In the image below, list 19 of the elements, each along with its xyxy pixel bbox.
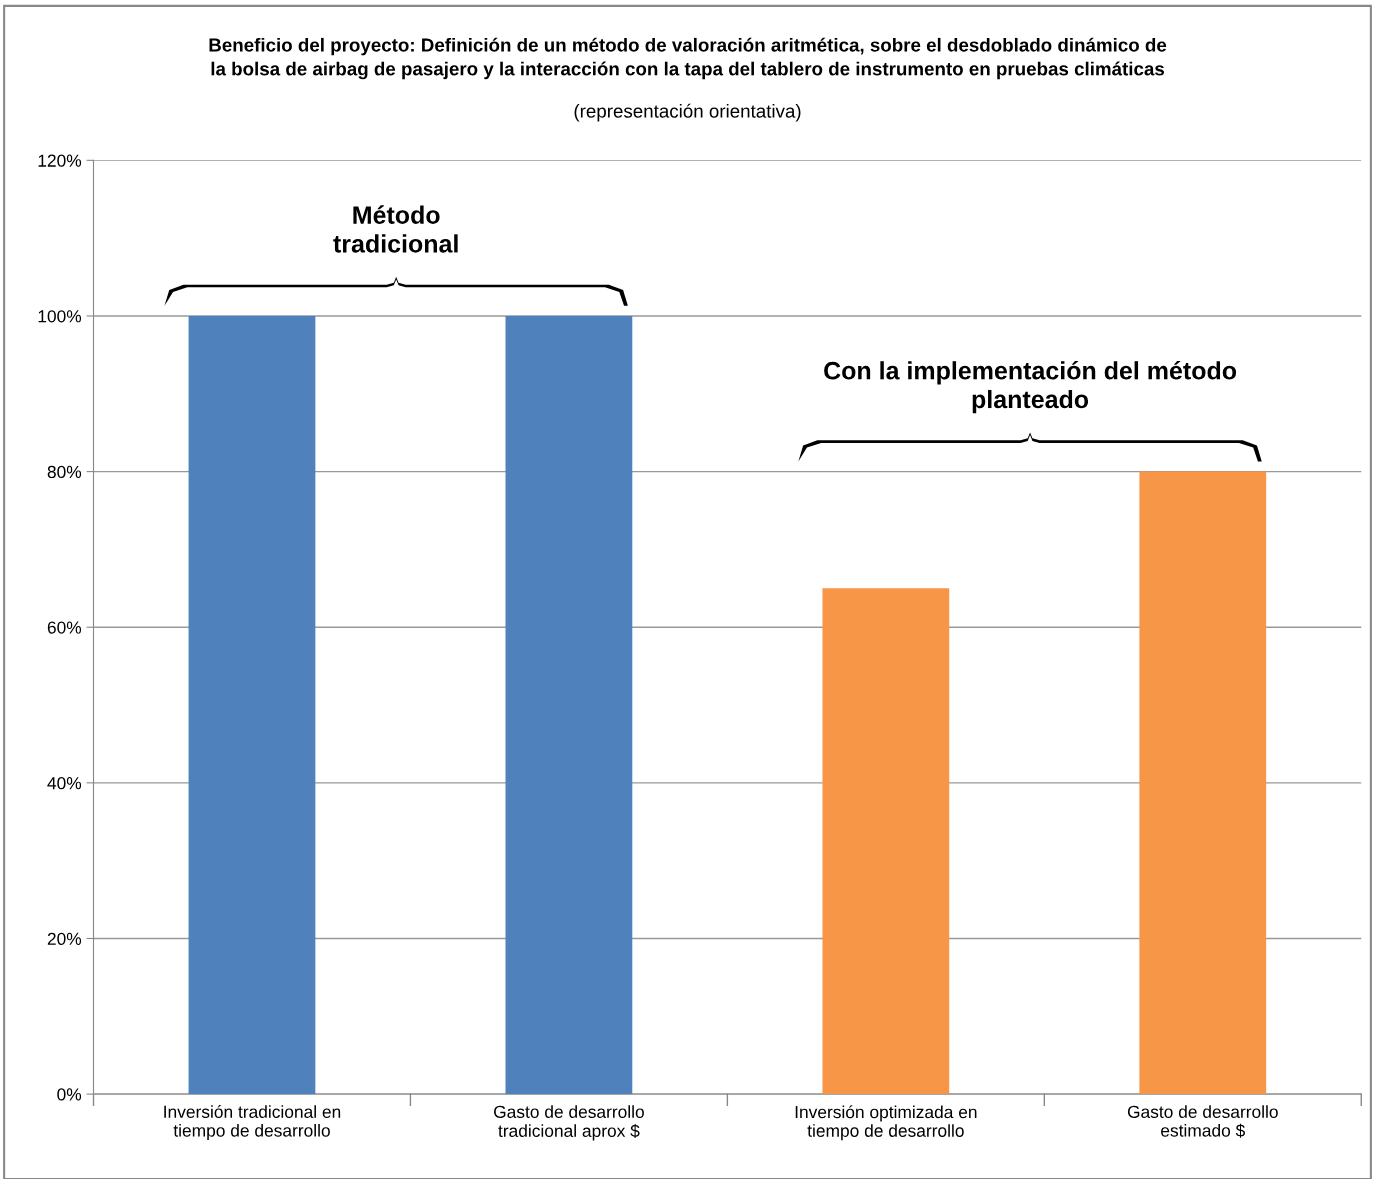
y-tick-label: 80% [47,465,82,479]
y-tick-label: 60% [47,621,82,634]
x-tick-label: Inversión tradicional en tiempo de desarrollo [164,1105,341,1141]
y-tick-label: 120% [38,154,82,167]
y-tick-label: 40% [47,777,82,790]
x-tick-label: Gasto de desarrollo tradicional aprox $ [494,1105,644,1141]
y-tick-label: 100% [38,310,82,323]
x-tick-label: Gasto de desarrollo estimado $ [1127,1105,1278,1138]
bar [822,588,950,1095]
annotation: Método tradicional [333,205,458,253]
y-tick-label: 0% [57,1088,82,1101]
bar [188,315,316,1095]
bar [505,315,633,1095]
y-tick-label: 20% [47,932,82,945]
x-tick-label: Inversión optimizada en tiempo de desarrollo [795,1105,977,1141]
chart-subtitle: (representación orientativa) [574,103,801,122]
bar [1139,471,1267,1095]
chart-title: Beneficio del proyecto: Definición de un método de valoración aritmética, sobre el desdoblado dinámico de la bolsa de airbag de pasajero y la interacción con la tapa del tablero de instrumento en pruebas climáticas [209,37,1167,80]
annotation: Con la implementación del método planteado [824,360,1237,414]
